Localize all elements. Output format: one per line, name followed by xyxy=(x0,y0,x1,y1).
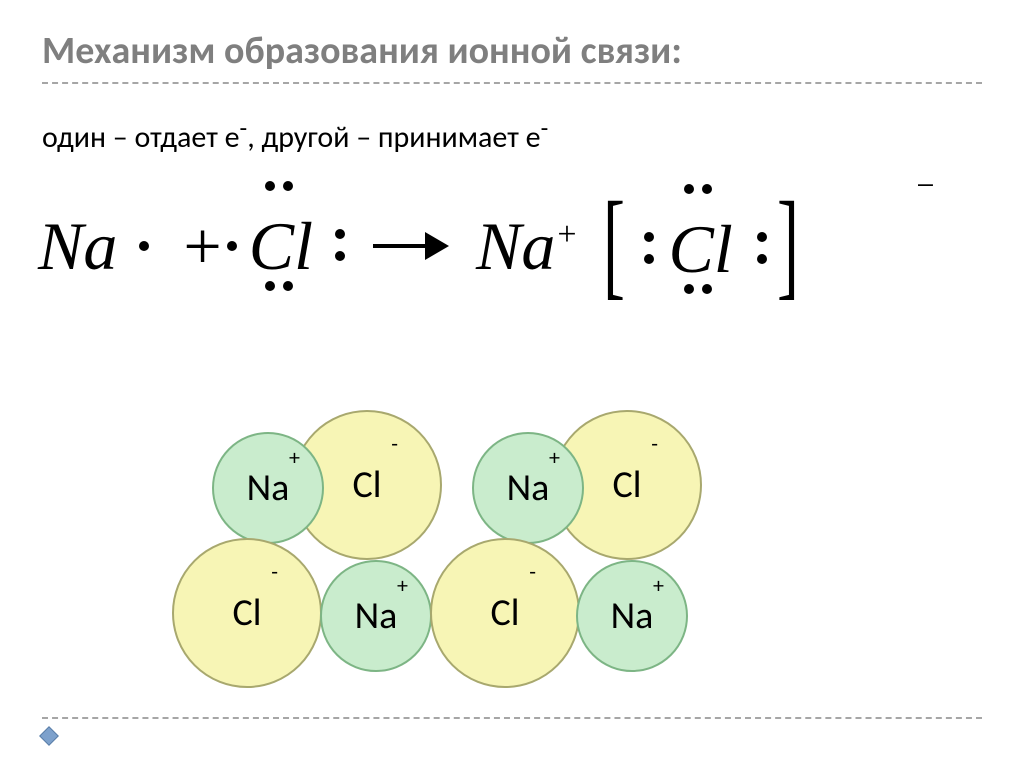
reactant-cl: Cl xyxy=(249,207,313,286)
cl-symbol-left: Cl xyxy=(249,208,313,284)
na-label: Na xyxy=(355,593,398,639)
result-charge-minus: _ xyxy=(918,154,933,191)
lattice-cl-ion: Cl- xyxy=(430,538,580,688)
na-label: Na xyxy=(507,465,550,511)
cl-right-dot1 xyxy=(335,229,345,239)
ionic-lattice-diagram: Cl-Na+Cl-Na+Cl-Na+Cl-Na+ xyxy=(212,420,772,700)
footer-underline xyxy=(42,717,982,719)
reactant-na: Na xyxy=(38,207,117,286)
lattice-cl-ion: Cl- xyxy=(172,538,322,688)
na-symbol: Na xyxy=(38,208,117,284)
clp-left-dot1 xyxy=(644,232,654,242)
cl-top-dot2 xyxy=(283,181,293,191)
product-na-cation: Na+ xyxy=(476,207,577,286)
lewis-equation: _ Na + Cl xyxy=(42,166,982,376)
cl-symbol-right: Cl xyxy=(668,211,732,287)
subtitle-part2: , другой – принимает е xyxy=(247,119,540,156)
cl-label: Cl xyxy=(353,462,382,508)
cl-charge-sign: - xyxy=(529,558,536,585)
product-cl-anion: [ Cl ] xyxy=(594,203,808,289)
subtitle-text: один – отдает е-, другой – принимает е- xyxy=(42,112,982,156)
na-charge-sign: + xyxy=(653,572,664,599)
na-charge-sign: + xyxy=(549,444,560,471)
clp-right-dot1 xyxy=(757,232,767,242)
na-charge-sign: + xyxy=(397,572,408,599)
reaction-arrow xyxy=(373,221,449,271)
cl-left-dot xyxy=(227,241,237,251)
clp-left-dot2 xyxy=(644,254,654,264)
cl-charge-sign: - xyxy=(651,430,658,457)
clp-top-dot1 xyxy=(684,184,694,194)
na-charge-sign: + xyxy=(289,444,300,471)
cl-right-dot2 xyxy=(335,251,345,261)
na-electron-dot xyxy=(139,241,149,251)
lattice-na-ion: Na+ xyxy=(320,560,432,672)
clp-right-dot2 xyxy=(757,254,767,264)
cl-top-dot1 xyxy=(265,181,275,191)
cl-charge-sign: - xyxy=(271,558,278,585)
title-underline xyxy=(42,82,982,84)
bullet-icon xyxy=(39,726,59,746)
page-title: Механизм образования ионной связи: xyxy=(42,28,982,74)
lattice-na-ion: Na+ xyxy=(472,432,584,544)
subtitle-part1: один – отдает е xyxy=(42,119,240,156)
cl-label: Cl xyxy=(233,590,262,636)
clp-top-dot2 xyxy=(702,184,712,194)
plus-sign: + xyxy=(183,207,221,286)
na-label: Na xyxy=(611,593,654,639)
na-label: Na xyxy=(247,465,290,511)
lattice-na-ion: Na+ xyxy=(576,560,688,672)
cl-label: Cl xyxy=(613,462,642,508)
cl-charge-sign: - xyxy=(391,430,398,457)
cl-label: Cl xyxy=(491,590,520,636)
na-plus-charge: + xyxy=(557,216,576,253)
na-symbol-right: Na xyxy=(476,208,555,284)
subtitle-sup2: - xyxy=(541,112,549,143)
lattice-na-ion: Na+ xyxy=(212,432,324,544)
